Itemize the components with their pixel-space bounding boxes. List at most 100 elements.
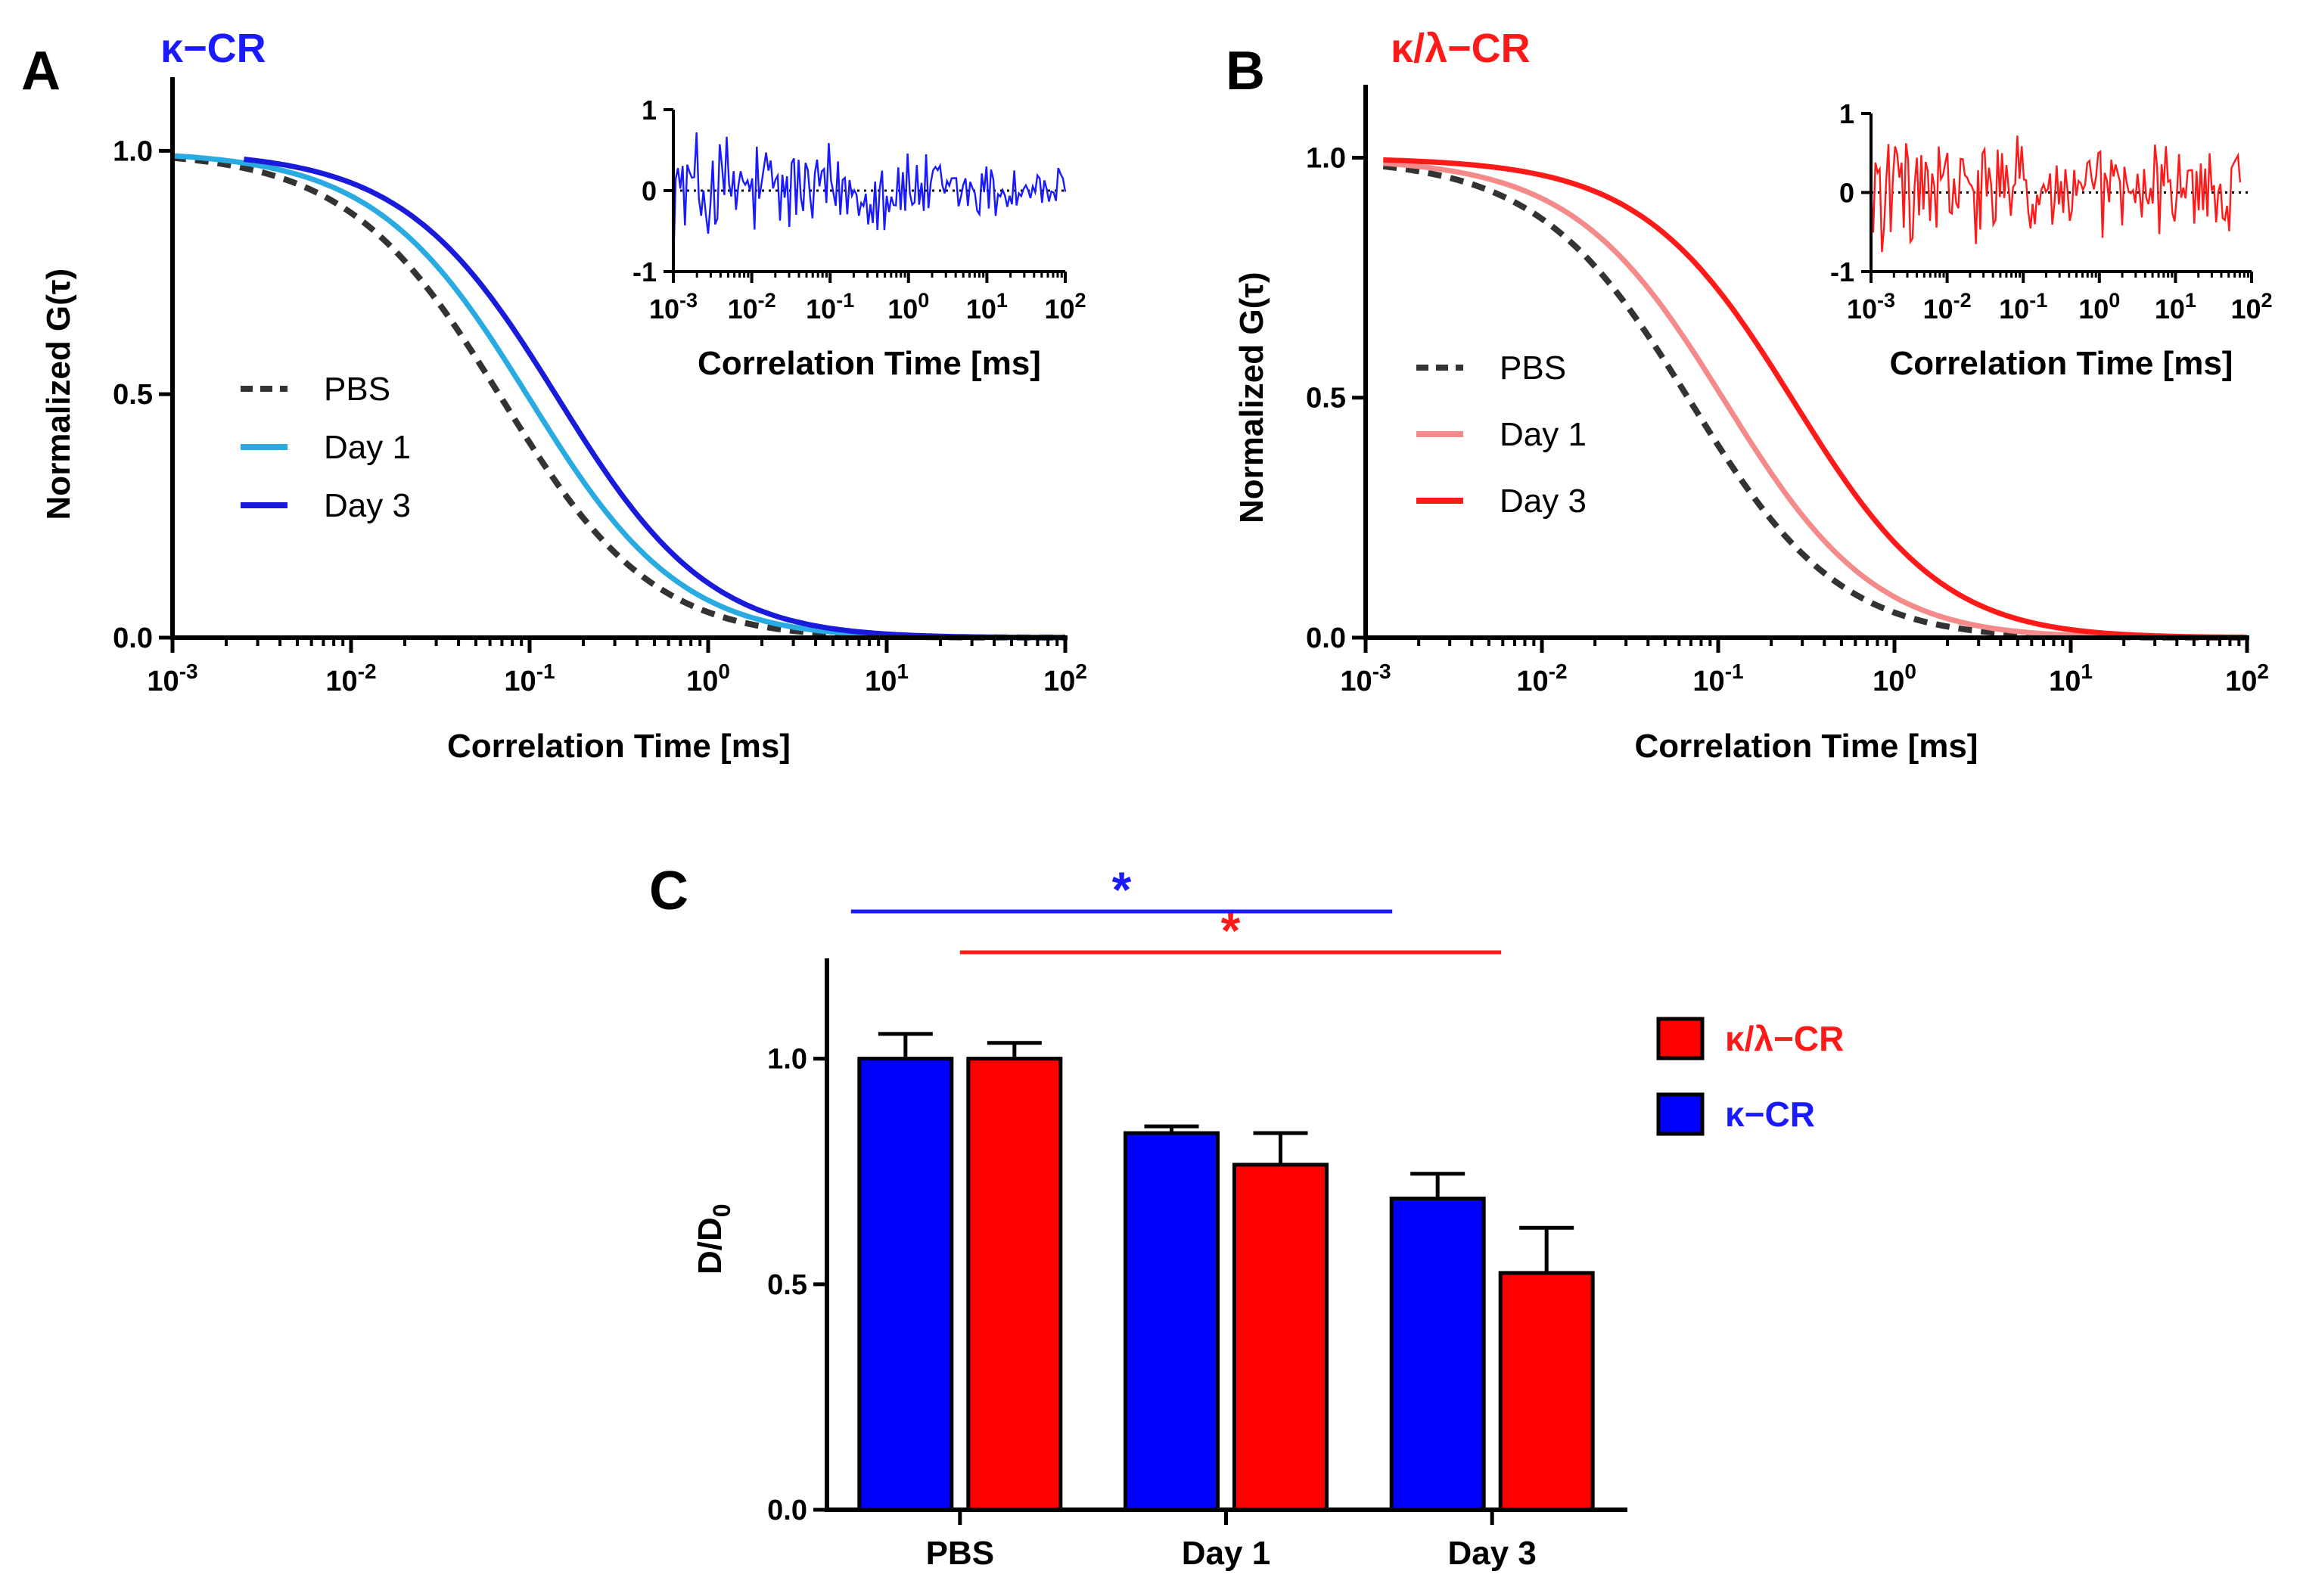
x-tick-label-base: 10	[325, 666, 357, 697]
inset-x-tick-label-exp: 1	[2185, 289, 2196, 312]
x-tick-label: 101	[865, 660, 909, 697]
panel-letter-c: C	[649, 861, 688, 921]
x-tick-label: 100	[686, 660, 730, 697]
inset-x-tick-label-exp: -1	[2029, 289, 2047, 312]
x-tick-label-base: 10	[504, 666, 536, 697]
x-tick-label-base: 10	[686, 666, 718, 697]
bar-day-1	[1232, 1163, 1329, 1512]
inset-x-tick-label-base: 10	[2230, 293, 2261, 324]
inset-x-tick-label-base: 10	[806, 293, 836, 324]
x-tick-label: 10-1	[504, 660, 555, 697]
y-axis-label-sub: 0	[708, 1203, 735, 1217]
x-tick-label: 102	[2225, 660, 2269, 697]
x-tick-label: 10-1	[1692, 660, 1743, 697]
inset-x-tick-label-exp: 0	[918, 289, 929, 312]
x-tick-label-base: 10	[2225, 666, 2257, 697]
inset-x-tick-label-exp: -1	[836, 289, 854, 312]
bar-pbs	[966, 1057, 1063, 1512]
inset-x-tick-label-exp: 2	[2261, 289, 2273, 312]
panel-letter-a: A	[21, 41, 61, 101]
inset-x-tick-label-base: 10	[887, 293, 918, 324]
inset-x-tick-label: 101	[2155, 289, 2196, 324]
legend-label-day-3: Day 3	[1500, 483, 1587, 520]
panel-title: κ/λ−CR	[1391, 26, 1531, 71]
y-axis-label: Normalized G(τ)	[40, 269, 77, 520]
x-tick-label: 10-3	[1340, 660, 1391, 697]
inset-x-tick-label: 10-2	[1923, 289, 1972, 324]
inset-x-tick-label-base: 10	[1923, 293, 1953, 324]
curve-pbs	[1382, 163, 2247, 641]
inset-x-tick-label-base: 10	[1044, 293, 1074, 324]
inset-residual-trace	[1870, 135, 2242, 253]
y-tick-label: 0.0	[1306, 623, 1346, 654]
inset-x-tick-label: 100	[2078, 289, 2120, 324]
inset-x-tick-label-base: 10	[728, 293, 758, 324]
significance-star: *	[1112, 862, 1132, 918]
y-tick-label: 0.0	[767, 1495, 807, 1526]
bar-day-3	[1498, 1271, 1595, 1512]
inset-x-tick-label: 102	[1044, 289, 1086, 324]
legend-label-day-1: Day 1	[324, 429, 411, 466]
x-axis-label: Correlation Time [ms]	[1635, 728, 1978, 765]
x-tick-label: 101	[2049, 660, 2093, 697]
x-tick-label-exp: 2	[1075, 660, 1087, 683]
x-tick-label-base: 10	[2049, 666, 2081, 697]
x-tick-label-base: 10	[147, 666, 179, 697]
x-tick-label: 10-2	[325, 660, 376, 697]
inset-x-tick-label-base: 10	[966, 293, 996, 324]
bar-day-3	[1389, 1197, 1486, 1512]
inset-x-tick-label-exp: 0	[2109, 289, 2120, 312]
inset-x-axis-label: Correlation Time [ms]	[1890, 345, 2233, 382]
x-tick-label-base: 10	[1516, 666, 1548, 697]
x-tick-label-exp: -2	[358, 660, 377, 683]
inset-x-tick-label-base: 10	[1847, 293, 1877, 324]
inset-x-tick-label-exp: -3	[1877, 289, 1895, 312]
inset-x-tick-label-exp: -3	[679, 289, 698, 312]
y-axis-label-main: D/D	[692, 1217, 729, 1275]
bar-day-1	[1124, 1131, 1220, 1512]
curve-pbs	[172, 154, 1065, 641]
curve-day-3	[1383, 157, 2248, 641]
inset-x-tick-label-exp: -2	[1953, 289, 1972, 312]
x-tick-label-exp: 2	[2257, 660, 2269, 683]
y-tick-label: 1.0	[767, 1044, 807, 1076]
x-tick-label-base: 10	[1043, 666, 1075, 697]
inset-residual-trace	[672, 132, 1067, 267]
panel-letter-b: B	[1226, 41, 1265, 101]
significance-star: *	[1221, 902, 1241, 958]
x-tick-label-base: 10	[1873, 666, 1904, 697]
inset-y-tick-label: 1	[642, 95, 657, 126]
y-tick-label: 1.0	[1306, 142, 1346, 174]
x-axis-label: Correlation Time [ms]	[447, 728, 791, 765]
x-tick-label-exp: 0	[718, 660, 730, 683]
inset-x-tick-label-exp: -2	[758, 289, 776, 312]
x-tick-label: 10-3	[147, 660, 197, 697]
inset-y-tick-label: 0	[1839, 178, 1854, 209]
inset-x-tick-label-base: 10	[2155, 293, 2185, 324]
y-tick-label: 1.0	[113, 135, 153, 167]
x-tick-label: PBS	[926, 1535, 994, 1572]
x-tick-label: Day 3	[1447, 1535, 1536, 1572]
y-tick-label: 0.5	[113, 379, 153, 411]
x-tick-label-base: 10	[1692, 666, 1724, 697]
x-tick-label-exp: -1	[1725, 660, 1744, 683]
inset-x-tick-label-base: 10	[1999, 293, 2029, 324]
x-tick-label-base: 10	[865, 666, 897, 697]
inset-x-tick-label: 10-1	[806, 289, 854, 324]
inset-x-tick-label: 10-2	[728, 289, 776, 324]
y-tick-label: 0.0	[113, 623, 153, 654]
y-tick-label: 0.5	[1306, 383, 1346, 415]
curve-day-1	[172, 153, 1065, 641]
inset-x-tick-label-exp: 2	[1075, 289, 1086, 312]
x-tick-label-base: 10	[1340, 666, 1372, 697]
legend-swatch	[1656, 1017, 1705, 1060]
panel-c: C PBS Day 1 Day 3 0.0 0.5 1.0 D/D0 * * κ/λ−CR κ−CR	[649, 861, 1844, 1572]
inset-y-tick-label: -1	[632, 256, 657, 287]
inset-x-tick-label-base: 10	[2078, 293, 2109, 324]
x-tick-label: Day 1	[1182, 1535, 1270, 1572]
inset-x-tick-label-base: 10	[649, 293, 679, 324]
